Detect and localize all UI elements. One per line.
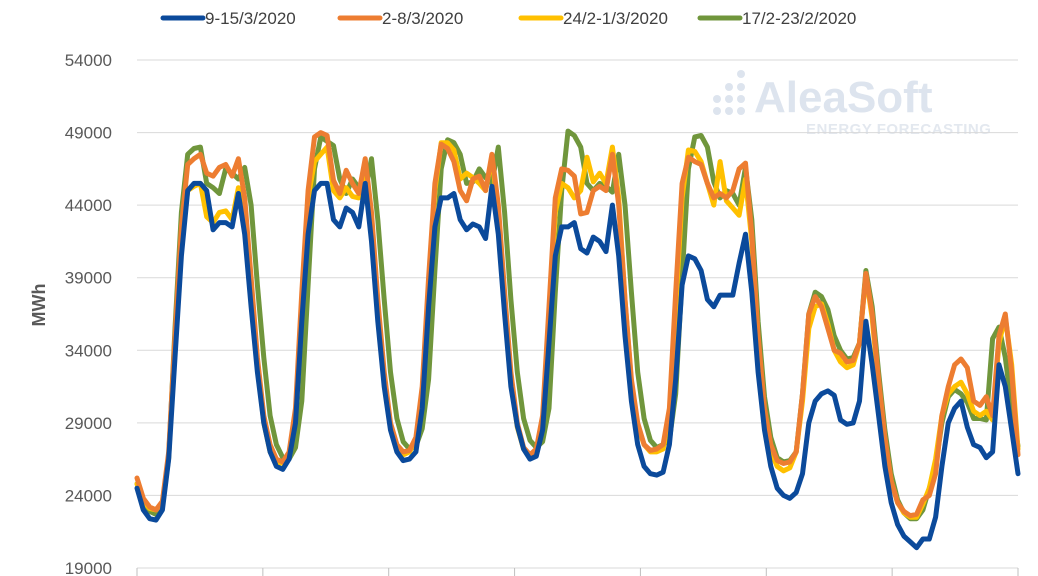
legend-label: 17/2-23/2/2020 [742, 9, 856, 28]
legend-label: 9-15/3/2020 [205, 9, 296, 28]
watermark-name: AleaSoft [754, 73, 933, 122]
watermark-logo: AleaSoft ENERGY FORECASTING [713, 70, 991, 138]
y-tick-label: 24000 [65, 486, 112, 505]
series-line-1 [134, 180, 1021, 551]
legend: 9-15/3/2020 2-8/3/2020 24/2-1/3/2020 17/2-2… [160, 9, 856, 28]
y-tick-label: 19000 [65, 559, 112, 576]
series-line-2 [134, 130, 1021, 519]
y-axis-label: MWh [29, 284, 49, 327]
logo-dot [737, 70, 745, 78]
x-axis [136, 567, 1019, 576]
y-tick-label: 54000 [65, 51, 112, 70]
y-tick-label: 39000 [65, 269, 112, 288]
y-tick-label: 34000 [65, 341, 112, 360]
logo-dots-icon [713, 70, 745, 115]
logo-dot [737, 107, 745, 115]
series-lines [134, 128, 1021, 551]
logo-dot [737, 95, 745, 103]
logo-dot [737, 83, 745, 91]
logo-dot [713, 107, 721, 115]
logo-dot [713, 95, 721, 103]
watermark-subtitle: ENERGY FORECASTING [806, 121, 991, 138]
y-axis: 19000 24000 29000 34000 39000 44000 49000 54000 [65, 51, 112, 576]
legend-label: 24/2-1/3/2020 [563, 9, 668, 28]
y-tick-label: 49000 [65, 124, 112, 143]
logo-dot [725, 83, 733, 91]
legend-label: 2-8/3/2020 [382, 9, 463, 28]
logo-dot [725, 107, 733, 115]
logo-dot [725, 95, 733, 103]
y-tick-label: 29000 [65, 414, 112, 433]
y-tick-label: 44000 [65, 196, 112, 215]
